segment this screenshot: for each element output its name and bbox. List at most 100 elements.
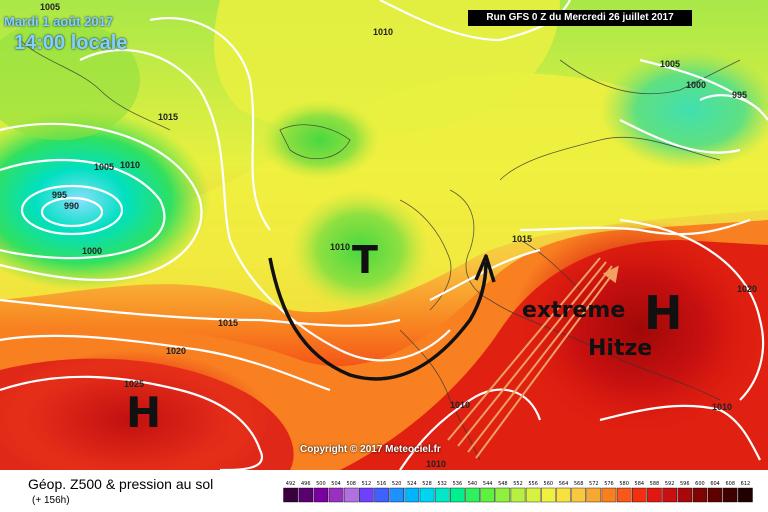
warm-flow-arrows: [447, 257, 619, 459]
scale-tick-label: 524: [407, 481, 417, 487]
isobar-label: 1015: [218, 318, 238, 328]
scale-swatch: [313, 487, 329, 503]
isobar-label: 1005: [660, 59, 680, 69]
scale-tick-label: 572: [589, 481, 599, 487]
scale-tick-label: 588: [650, 481, 660, 487]
scale-tick-label: 492: [286, 481, 296, 487]
isobar-label: 1010: [120, 160, 140, 170]
scale-tick-label: 560: [544, 481, 554, 487]
scale-tick-label: 584: [635, 481, 645, 487]
scale-swatch: [541, 487, 556, 503]
scale-tick-label: 496: [301, 481, 311, 487]
scale-swatch: [525, 487, 541, 503]
isobar-label: 1010: [712, 402, 732, 412]
scale-swatch: [495, 487, 511, 503]
model-run-label: Run GFS 0 Z du Mercredi 26 juillet 2017: [468, 10, 692, 26]
isobar-label: 1005: [94, 162, 114, 172]
scale-swatch: [738, 487, 753, 503]
scale-swatch: [692, 487, 708, 503]
scale-tick-label: 596: [680, 481, 690, 487]
scale-tick-label: 568: [574, 481, 584, 487]
isobar-label: 1020: [166, 346, 186, 356]
scale-tick-label: 516: [377, 481, 387, 487]
scale-swatch: [389, 487, 404, 503]
scale-tick-label: 564: [559, 481, 569, 487]
trough-arrowhead: [474, 254, 496, 283]
scale-swatch: [434, 487, 450, 503]
scale-swatch: [374, 487, 389, 503]
scale-tick-label: 540: [468, 481, 478, 487]
isobar-label: 1010: [330, 242, 350, 252]
pressure-map: 1005 1010 1005 995 1000 1015 1005 1010 9…: [0, 0, 768, 470]
scale-swatch: [601, 487, 617, 503]
scale-swatch: [298, 487, 314, 503]
isobar-label: 1015: [158, 112, 178, 122]
isobar-label: 995: [732, 90, 747, 100]
scale-swatch: [662, 487, 677, 503]
scale-tick-label: 576: [604, 481, 614, 487]
scale-swatch: [419, 487, 435, 503]
scale-tick-label: 552: [513, 481, 523, 487]
scale-swatch: [359, 487, 374, 503]
scale-tick-label: 604: [710, 481, 720, 487]
isobar-label: 1020: [737, 284, 757, 294]
isobar-label: 990: [64, 201, 79, 211]
color-scale: 492 496 500 504 508 512 516 520 524 528 532 536 540 5…: [283, 481, 753, 503]
scale-swatch: [450, 487, 465, 503]
scale-swatch: [510, 487, 526, 503]
scale-tick-label: 608: [725, 481, 735, 487]
legend-forecast-hours: (+ 156h): [32, 495, 70, 506]
scale-tick-label: 592: [665, 481, 675, 487]
scale-tick-label: 536: [453, 481, 463, 487]
scale-swatch: [404, 487, 420, 503]
scale-swatch: [556, 487, 571, 503]
scale-tick-label: 512: [362, 481, 372, 487]
scale-tick-label: 500: [316, 481, 326, 487]
isobar-label: 1010: [426, 459, 446, 469]
scale-tick-label: 504: [331, 481, 341, 487]
isobar-label: 1000: [82, 246, 102, 256]
scale-tick-label: 580: [619, 481, 629, 487]
scale-swatch: [480, 487, 495, 503]
isobar-label: 1025: [124, 379, 144, 389]
scale-swatch: [283, 487, 298, 503]
scale-tick-label: 508: [346, 481, 356, 487]
scale-swatch: [343, 487, 359, 503]
isobar-label: 995: [52, 190, 67, 200]
isobar-label: 1000: [686, 80, 706, 90]
isobar-label: 1015: [512, 234, 532, 244]
scale-tick-label: 600: [695, 481, 705, 487]
isobar-label: 1010: [450, 400, 470, 410]
scale-swatch: [722, 487, 738, 503]
coastlines: [19, 39, 741, 461]
scale-swatch: [632, 487, 647, 503]
scale-tick-label: 612: [741, 481, 751, 487]
forecast-time: 14:00 locale: [14, 32, 128, 54]
annotation-extreme: extreme: [522, 298, 626, 323]
scale-tick-label: 544: [483, 481, 493, 487]
isobar-labels: 1005 1010 1005 995 1000 1015 1005 1010 9…: [40, 2, 757, 469]
forecast-date: Mardi 1 août 2017: [4, 14, 114, 29]
scale-tick-label: 548: [498, 481, 508, 487]
isobar-lines: [0, 0, 768, 470]
scale-swatch: [571, 487, 586, 503]
scale-tick-label: 556: [528, 481, 538, 487]
scale-tick-label: 520: [392, 481, 402, 487]
scale-swatch: [465, 487, 480, 503]
high-pressure-marker-east: H: [644, 286, 683, 340]
scale-tick-label: 532: [437, 481, 447, 487]
scale-swatch: [647, 487, 662, 503]
high-pressure-marker-west: H: [126, 388, 162, 437]
trough-arrow: [268, 257, 488, 381]
isobar-label: 1005: [40, 2, 60, 12]
scale-swatch: [328, 487, 344, 503]
scale-swatch: [707, 487, 723, 503]
scale-swatch: [677, 487, 693, 503]
isobar-label: 1010: [373, 27, 393, 37]
scale-tick-label: 528: [422, 481, 432, 487]
legend-title: Géop. Z500 & pression au sol: [28, 476, 214, 492]
copyright-notice: Copyright © 2017 Meteociel.fr: [300, 444, 441, 455]
scale-swatch: [616, 487, 632, 503]
annotation-hitze: Hitze: [588, 336, 653, 361]
